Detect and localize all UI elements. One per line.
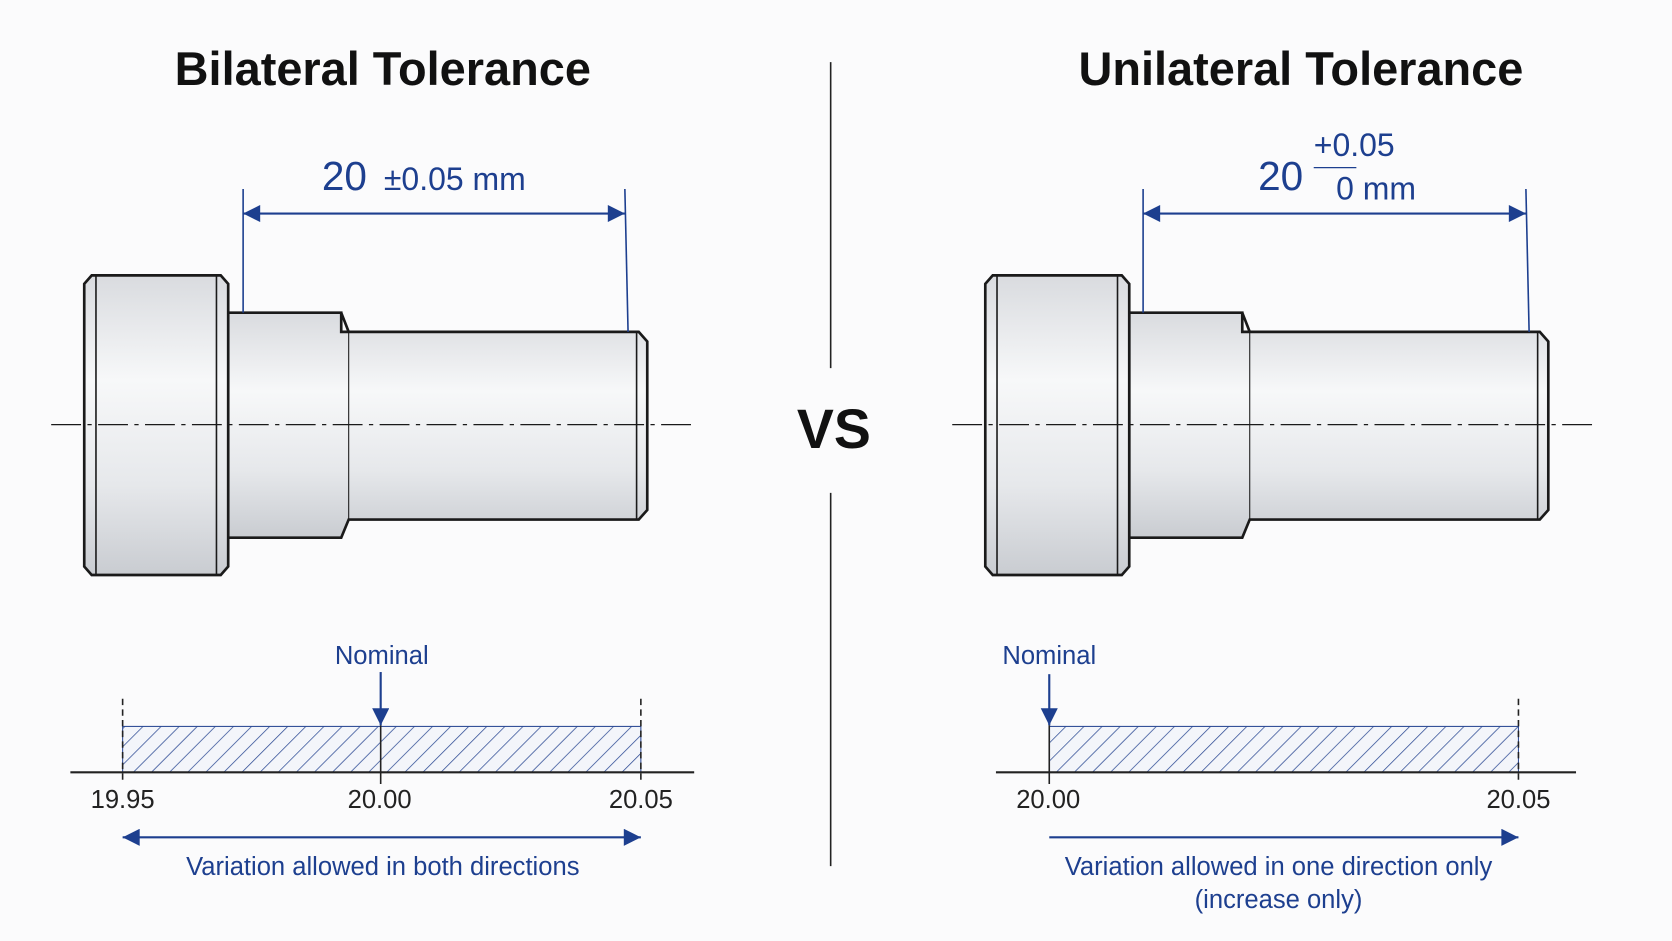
tolerance-scale [70, 672, 695, 846]
dimension [1142, 167, 1530, 332]
nominal: 20 [322, 153, 367, 199]
tick-label: 19.95 [91, 786, 155, 814]
tick-label: 20.05 [609, 786, 673, 814]
tick-label: 20.00 [348, 786, 412, 814]
nominal-label: Nominal [335, 642, 429, 670]
lower-deviation: 0 mm [1336, 171, 1416, 207]
part-drawing [950, 274, 1598, 577]
nominal-label: Nominal [1002, 642, 1096, 670]
dimension [242, 188, 629, 332]
tick-label: 20.05 [1486, 786, 1550, 814]
tick-label: 20.00 [1016, 786, 1080, 814]
caption: (increase only) [1195, 886, 1363, 914]
title: Unilateral Tolerance [1078, 43, 1523, 95]
nominal: 20 [1258, 153, 1303, 199]
caption: Variation allowed in both directions [186, 853, 579, 881]
upper-deviation: +0.05 [1314, 127, 1395, 163]
part-drawing [49, 274, 697, 577]
tolerance-scale [995, 674, 1577, 846]
vs-label: VS [797, 398, 871, 460]
tolerance: ±0.05 mm [384, 161, 526, 197]
title: Bilateral Tolerance [175, 43, 591, 95]
caption: Variation allowed in one direction only [1065, 853, 1493, 881]
